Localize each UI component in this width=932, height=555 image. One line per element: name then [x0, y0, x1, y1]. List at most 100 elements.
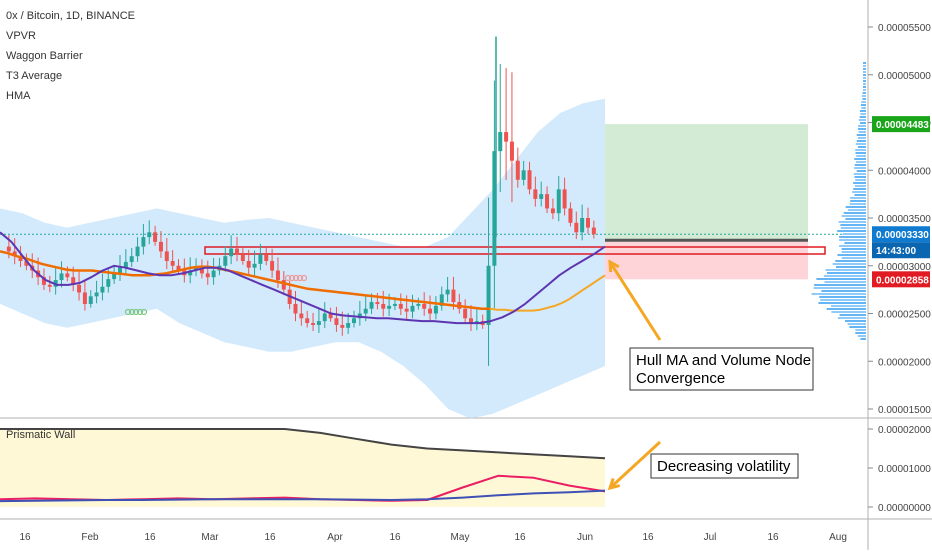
vpvr-bar — [852, 191, 866, 193]
vpvr-bar — [855, 179, 866, 181]
vpvr-bar — [863, 74, 866, 76]
candle-body — [316, 321, 321, 325]
vpvr-bar — [863, 62, 866, 64]
time-tick-label: 16 — [767, 532, 779, 543]
hull-annotation-arrow-head — [608, 259, 620, 273]
candle-body — [422, 303, 427, 309]
candle-body — [88, 296, 93, 304]
sub-pane-label[interactable]: Prismatic Wall — [6, 429, 75, 441]
candle-body — [556, 189, 561, 214]
vpvr-bar — [863, 71, 866, 73]
vpvr-bar — [844, 242, 866, 244]
indicator-hma[interactable]: HMA — [6, 90, 31, 102]
loss-zone[interactable] — [605, 240, 808, 280]
price-tick-label: 0.00005000 — [878, 71, 931, 82]
vpvr-bar — [859, 110, 866, 112]
candle-body — [568, 208, 573, 223]
vpvr-bar — [853, 182, 866, 184]
prismatic-wall-upper[interactable] — [0, 428, 606, 460]
candle-body — [311, 323, 316, 325]
candle-body — [240, 254, 245, 261]
candle-body — [47, 284, 52, 287]
vpvr-bar — [845, 320, 866, 322]
vpvr-bar — [861, 95, 866, 97]
candle-body — [509, 141, 514, 161]
candle-body — [515, 160, 520, 180]
time-tick-label: Mar — [201, 532, 219, 543]
vpvr-bar — [841, 248, 866, 250]
vpvr-bar — [861, 101, 866, 103]
volume-node-box[interactable] — [204, 246, 826, 255]
vpvr-bar — [839, 245, 866, 247]
target-price-tag-bg — [872, 116, 930, 133]
vpvr-bar — [825, 269, 866, 271]
signal-dot — [292, 274, 300, 282]
signal-dot — [296, 274, 304, 282]
hull-ma-line[interactable] — [0, 231, 606, 325]
candle-body — [123, 261, 128, 268]
candle-body — [211, 270, 216, 278]
vpvr-bar — [862, 89, 866, 91]
candle-body — [41, 277, 46, 285]
vpvr-bar — [850, 197, 866, 199]
signal-dots — [124, 274, 308, 316]
hull-annotation-line1: Hull MA and Volume Node — [636, 352, 811, 369]
vpvr-bar — [839, 239, 866, 241]
t3-average-line[interactable] — [0, 250, 490, 310]
volatility-annotation-box[interactable] — [650, 453, 799, 479]
candle-body — [270, 260, 275, 271]
candle-body — [305, 318, 310, 324]
vpvr-bar — [842, 233, 866, 235]
current-price-tag-bg — [872, 226, 930, 243]
candle-body — [299, 313, 304, 319]
vpvr-bar — [855, 329, 866, 331]
candle-body — [545, 194, 550, 209]
candle-body — [562, 189, 567, 209]
indicator-waggon-barrier[interactable]: Waggon Barrier — [6, 50, 83, 62]
indicator-vpvr[interactable]: VPVR — [6, 30, 36, 42]
signal-dot — [300, 274, 308, 282]
candle-body — [100, 286, 105, 293]
vpvr-bar — [863, 83, 866, 85]
candle-body — [82, 292, 87, 304]
hull-annotation-arrow[interactable] — [608, 261, 662, 341]
vpvr-bar — [855, 332, 866, 334]
price-tick-label: 0.00003000 — [878, 262, 931, 273]
candle-body — [118, 267, 122, 274]
volatility-annotation-arrow[interactable] — [608, 440, 662, 490]
hull-annotation-line2: Convergence — [636, 370, 725, 387]
vpvr-bar — [863, 80, 866, 82]
vpvr-bar — [860, 122, 866, 124]
vpvr-bar — [838, 221, 866, 223]
vpvr-bar — [836, 266, 866, 268]
indicator-t3-average[interactable]: T3 Average — [6, 70, 63, 82]
hull-annotation-box[interactable] — [629, 347, 814, 391]
prismatic-wall-pane: Prismatic Wall — [0, 428, 606, 507]
candle-body — [550, 208, 555, 214]
prismatic-wall-slow[interactable] — [0, 489, 606, 503]
vpvr-bar — [853, 173, 866, 175]
time-tick-label: May — [451, 532, 470, 543]
stop-price-tag: 0.00002858 — [876, 275, 929, 286]
candle-body — [6, 246, 11, 252]
time-tick-label: 16 — [264, 532, 276, 543]
candle-body — [135, 246, 140, 257]
t3-average-extension[interactable] — [489, 274, 606, 312]
profit-zone[interactable] — [605, 124, 808, 241]
candle-body — [170, 260, 175, 266]
candle-body — [416, 303, 421, 306]
vpvr-bar — [856, 155, 866, 157]
symbol-title[interactable]: 0x / Bitcoin, 1D, BINANCE — [6, 10, 135, 22]
vpvr-bar — [821, 290, 866, 292]
time-tick-label: 16 — [514, 532, 526, 543]
candle-body — [246, 260, 251, 268]
candle-body — [112, 273, 117, 280]
price-tick-label: 0.00003500 — [878, 214, 931, 225]
vpvr-bar — [854, 158, 866, 160]
time-tick-label: 16 — [144, 532, 156, 543]
vpvr-bar — [855, 152, 866, 154]
candle-body — [428, 308, 433, 314]
candle-body — [387, 305, 392, 309]
stop-price-tag-bg — [872, 271, 930, 288]
